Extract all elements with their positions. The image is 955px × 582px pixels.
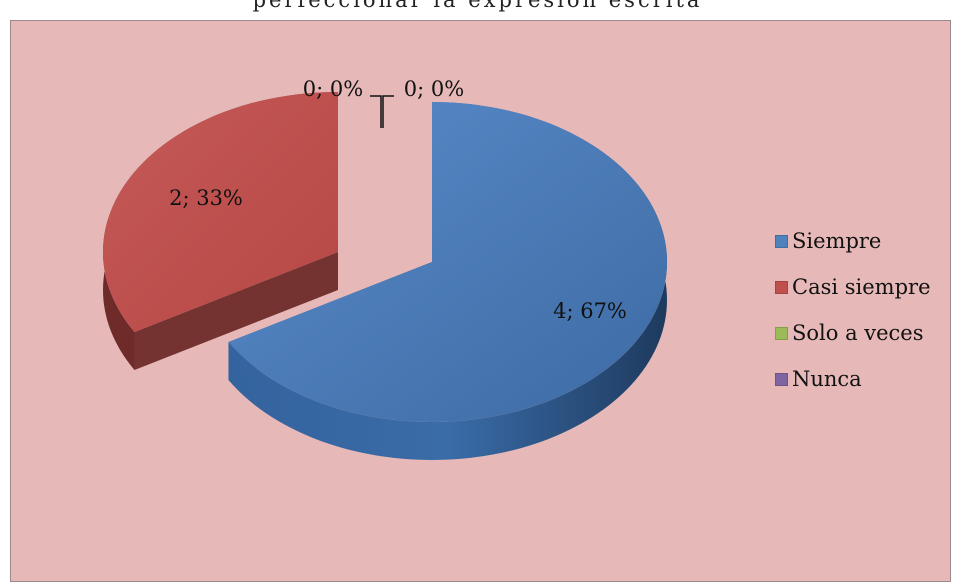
- legend-swatch: [775, 372, 788, 386]
- legend-label: Siempre: [792, 229, 882, 253]
- legend-swatch: [775, 280, 788, 294]
- chart-title: perfeccionar la expresión escrita: [252, 0, 703, 12]
- legend-label: Nunca: [792, 367, 862, 391]
- pie-slice-siempre: [228, 102, 668, 460]
- legend-item-solo-a-veces: Solo a veces: [775, 310, 931, 356]
- chart-legend: Siempre Casi siempre Solo a veces Nunca: [775, 218, 931, 402]
- legend-item-siempre: Siempre: [775, 218, 931, 264]
- data-label-nunca: 0; 0%: [404, 77, 464, 101]
- legend-swatch: [775, 326, 788, 340]
- legend-swatch: [775, 234, 788, 248]
- legend-item-casi-siempre: Casi siempre: [775, 264, 931, 310]
- data-label-siempre: 4; 67%: [553, 299, 627, 323]
- data-label-casi-siempre: 2; 33%: [169, 186, 243, 210]
- legend-item-nunca: Nunca: [775, 356, 931, 402]
- legend-label: Solo a veces: [792, 321, 924, 345]
- zero-label-leader-lines: [370, 95, 394, 128]
- data-label-solo-a-veces: 0; 0%: [303, 77, 363, 101]
- legend-label: Casi siempre: [792, 275, 931, 299]
- pie-slice-casi-siempre: [102, 92, 339, 370]
